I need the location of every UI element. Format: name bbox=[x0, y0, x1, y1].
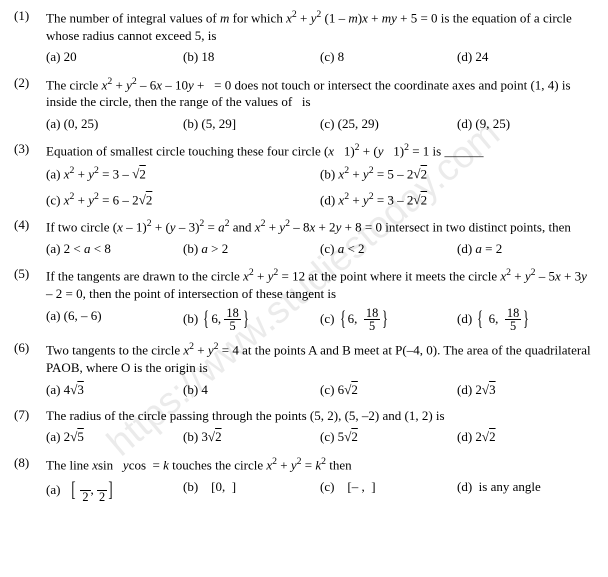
options-row: (a) 2 < a < 8(b) a > 2(c) a < 2(d) a = 2 bbox=[46, 240, 594, 258]
question-number: (2) bbox=[14, 75, 46, 91]
question-3: (3)Equation of smallest circle touching … bbox=[14, 141, 594, 215]
question-6: (6)Two tangents to the circle x2 + y2 = … bbox=[14, 340, 594, 405]
question-text: If the tangents are drawn to the circle … bbox=[46, 266, 594, 302]
option-c: (c) 62 bbox=[320, 381, 457, 399]
option-d: (d) x2 + y2 = 3 – 22 bbox=[320, 190, 594, 210]
option-d: (d) { 6, 185} bbox=[457, 307, 594, 333]
option-a: (a) 43 bbox=[46, 381, 183, 399]
options-row: (a) [ 2, 2](b) [0, ](c) [– , ](d) is any… bbox=[46, 478, 594, 504]
option-a: (a) x2 + y2 = 3 – 2 bbox=[46, 164, 320, 184]
question-list: (1)The number of integral values of m fo… bbox=[14, 8, 594, 509]
question-text: Equation of smallest circle touching the… bbox=[46, 141, 594, 160]
option-a: (a) (6, – 6) bbox=[46, 307, 183, 333]
question-text: The radius of the circle passing through… bbox=[46, 407, 594, 425]
question-number: (7) bbox=[14, 407, 46, 423]
option-a: (a) 2 < a < 8 bbox=[46, 240, 183, 258]
option-d: (d) a = 2 bbox=[457, 240, 594, 258]
question-body: The radius of the circle passing through… bbox=[46, 407, 594, 453]
question-body: The number of integral values of m for w… bbox=[46, 8, 594, 73]
option-d: (d) 22 bbox=[457, 428, 594, 446]
options-row: (a) 20(b) 18(c) 8(d) 24 bbox=[46, 48, 594, 66]
option-d: (d) 23 bbox=[457, 381, 594, 399]
question-text: The line xsin ycos = k touches the circl… bbox=[46, 455, 594, 474]
question-body: Two tangents to the circle x2 + y2 = 4 a… bbox=[46, 340, 594, 405]
question-4: (4)If two circle (x – 1)2 + (y – 3)2 = a… bbox=[14, 217, 594, 264]
option-c: (c) [– , ] bbox=[320, 478, 457, 504]
question-body: Equation of smallest circle touching the… bbox=[46, 141, 594, 215]
option-c: (c) x2 + y2 = 6 – 22 bbox=[46, 190, 320, 210]
option-b: (b) {6, 185} bbox=[183, 307, 320, 333]
option-b: (b) (5, 29] bbox=[183, 115, 320, 133]
option-b: (b) 32 bbox=[183, 428, 320, 446]
option-a: (a) 25 bbox=[46, 428, 183, 446]
question-number: (5) bbox=[14, 266, 46, 282]
option-c: (c) a < 2 bbox=[320, 240, 457, 258]
option-a: (a) 20 bbox=[46, 48, 183, 66]
options-row: (a) (0, 25)(b) (5, 29](c) (25, 29)(d) (9… bbox=[46, 115, 594, 133]
question-text: The circle x2 + y2 – 6x – 10y + = 0 does… bbox=[46, 75, 594, 111]
option-c: (c) 52 bbox=[320, 428, 457, 446]
option-b: (b) [0, ] bbox=[183, 478, 320, 504]
question-text: If two circle (x – 1)2 + (y – 3)2 = a2 a… bbox=[46, 217, 594, 236]
options-row: (a) 43(b) 4(c) 62(d) 23 bbox=[46, 381, 594, 399]
question-number: (3) bbox=[14, 141, 46, 157]
question-1: (1)The number of integral values of m fo… bbox=[14, 8, 594, 73]
question-number: (1) bbox=[14, 8, 46, 24]
question-number: (4) bbox=[14, 217, 46, 233]
option-d: (d) (9, 25) bbox=[457, 115, 594, 133]
options-row: (a) (6, – 6)(b) {6, 185}(c) {6, 185}(d) … bbox=[46, 307, 594, 333]
question-text: The number of integral values of m for w… bbox=[46, 8, 594, 44]
options-row: (a) 25(b) 32(c) 52(d) 22 bbox=[46, 428, 594, 446]
question-number: (8) bbox=[14, 455, 46, 471]
option-c: (c) 8 bbox=[320, 48, 457, 66]
question-7: (7)The radius of the circle passing thro… bbox=[14, 407, 594, 453]
option-b: (b) 18 bbox=[183, 48, 320, 66]
question-number: (6) bbox=[14, 340, 46, 356]
option-c: (c) {6, 185} bbox=[320, 307, 457, 333]
option-b: (b) x2 + y2 = 5 – 22 bbox=[320, 164, 594, 184]
option-a: (a) [ 2, 2] bbox=[46, 478, 183, 504]
question-8: (8)The line xsin ycos = k touches the ci… bbox=[14, 455, 594, 510]
option-d: (d) 24 bbox=[457, 48, 594, 66]
question-5: (5)If the tangents are drawn to the circ… bbox=[14, 266, 594, 338]
question-text: Two tangents to the circle x2 + y2 = 4 a… bbox=[46, 340, 594, 376]
option-a: (a) (0, 25) bbox=[46, 115, 183, 133]
question-body: If the tangents are drawn to the circle … bbox=[46, 266, 594, 338]
question-body: The circle x2 + y2 – 6x – 10y + = 0 does… bbox=[46, 75, 594, 140]
question-2: (2)The circle x2 + y2 – 6x – 10y + = 0 d… bbox=[14, 75, 594, 140]
option-d: (d) is any angle bbox=[457, 478, 594, 504]
option-b: (b) 4 bbox=[183, 381, 320, 399]
option-c: (c) (25, 29) bbox=[320, 115, 457, 133]
question-body: If two circle (x – 1)2 + (y – 3)2 = a2 a… bbox=[46, 217, 594, 264]
question-body: The line xsin ycos = k touches the circl… bbox=[46, 455, 594, 510]
option-b: (b) a > 2 bbox=[183, 240, 320, 258]
